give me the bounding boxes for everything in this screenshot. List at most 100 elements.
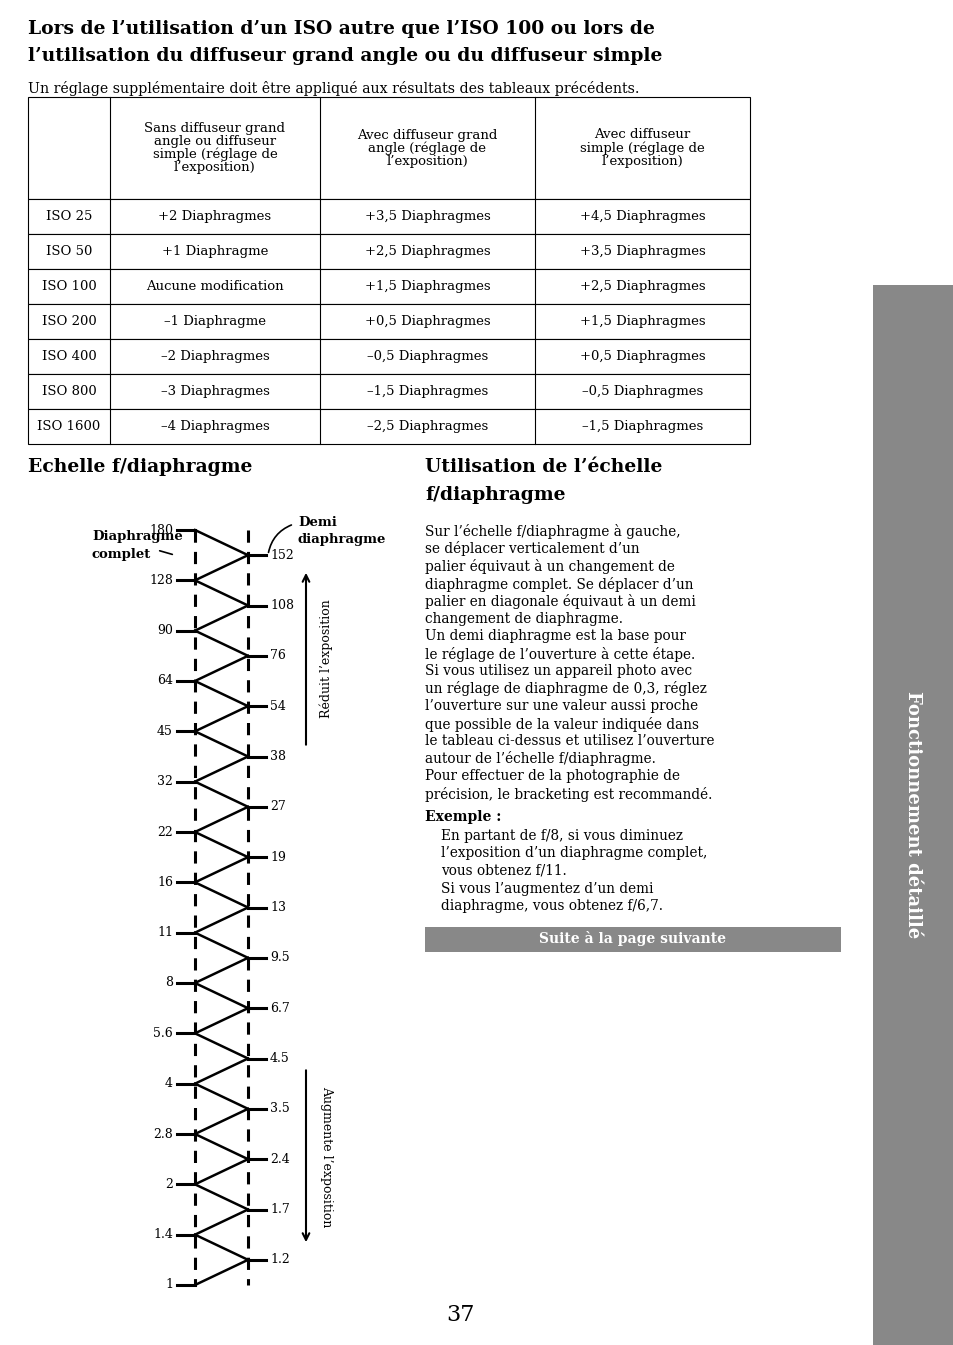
Text: Avec diffuseur: Avec diffuseur: [594, 129, 690, 141]
Bar: [424, 927, 841, 951]
Text: 1.7: 1.7: [270, 1202, 290, 1216]
Text: Sans diffuseur grand: Sans diffuseur grand: [144, 122, 285, 134]
Text: f/diaphragme: f/diaphragme: [424, 486, 565, 504]
Text: le réglage de l’ouverture à cette étape.: le réglage de l’ouverture à cette étape.: [424, 647, 695, 662]
Text: diaphragme, vous obtenez f/6,7.: diaphragme, vous obtenez f/6,7.: [440, 898, 662, 913]
Text: se déplacer verticalement d’un: se déplacer verticalement d’un: [424, 542, 639, 557]
Text: –0,5 Diaphragmes: –0,5 Diaphragmes: [581, 385, 702, 398]
Text: Demi: Demi: [297, 515, 336, 529]
Text: l’exposition): l’exposition): [386, 155, 468, 168]
Text: ISO 25: ISO 25: [46, 210, 92, 223]
Text: le tableau ci-dessus et utilisez l’ouverture: le tableau ci-dessus et utilisez l’ouver…: [424, 734, 714, 748]
Text: 2.8: 2.8: [153, 1127, 172, 1141]
Text: Pour effectuer de la photographie de: Pour effectuer de la photographie de: [424, 769, 679, 783]
Text: 37: 37: [445, 1305, 474, 1326]
Text: 4: 4: [165, 1077, 172, 1091]
Text: 22: 22: [157, 826, 172, 838]
Text: Un demi diaphragme est la base pour: Un demi diaphragme est la base pour: [424, 629, 685, 643]
Text: l’ouverture sur une valeur aussi proche: l’ouverture sur une valeur aussi proche: [424, 699, 698, 713]
Text: diaphragme complet. Se déplacer d’un: diaphragme complet. Se déplacer d’un: [424, 577, 693, 592]
Text: Si vous utilisez un appareil photo avec: Si vous utilisez un appareil photo avec: [424, 664, 691, 678]
Text: 76: 76: [270, 650, 286, 662]
Text: Lors de l’utilisation d’un ISO autre que l’ISO 100 ou lors de: Lors de l’utilisation d’un ISO autre que…: [28, 20, 654, 38]
Text: 16: 16: [157, 876, 172, 889]
Text: 1.4: 1.4: [153, 1228, 172, 1241]
Text: palier équivaut à un changement de: palier équivaut à un changement de: [424, 560, 674, 574]
Text: –2 Diaphragmes: –2 Diaphragmes: [160, 350, 269, 363]
Text: +3,5 Diaphragmes: +3,5 Diaphragmes: [364, 210, 490, 223]
Bar: [28, 234, 749, 269]
Text: 3.5: 3.5: [270, 1103, 290, 1115]
Text: ISO 1600: ISO 1600: [37, 420, 100, 433]
Text: simple (réglage de: simple (réglage de: [579, 141, 704, 155]
Text: +2,5 Diaphragmes: +2,5 Diaphragmes: [579, 280, 704, 293]
Text: 19: 19: [270, 850, 286, 863]
Text: Avec diffuseur grand: Avec diffuseur grand: [357, 129, 497, 141]
Text: l’exposition): l’exposition): [601, 155, 682, 168]
Text: simple (réglage de: simple (réglage de: [152, 148, 277, 161]
Text: –4 Diaphragmes: –4 Diaphragmes: [160, 420, 269, 433]
Text: 13: 13: [270, 901, 286, 915]
Text: Diaphragme: Diaphragme: [91, 530, 183, 543]
Text: +2,5 Diaphragmes: +2,5 Diaphragmes: [364, 245, 490, 258]
Text: angle (réglage de: angle (réglage de: [368, 141, 486, 155]
Text: l’exposition): l’exposition): [174, 161, 255, 174]
Text: 128: 128: [149, 574, 172, 586]
Text: +1,5 Diaphragmes: +1,5 Diaphragmes: [364, 280, 490, 293]
Text: +2 Diaphragmes: +2 Diaphragmes: [158, 210, 272, 223]
Text: complet: complet: [91, 547, 152, 561]
Text: 2: 2: [165, 1178, 172, 1190]
Text: 38: 38: [270, 751, 286, 763]
Text: –3 Diaphragmes: –3 Diaphragmes: [160, 385, 269, 398]
Text: palier en diagonale équivaut à un demi: palier en diagonale équivaut à un demi: [424, 594, 695, 609]
Text: 6.7: 6.7: [270, 1002, 290, 1014]
Text: ISO 100: ISO 100: [42, 280, 96, 293]
Text: –1 Diaphragme: –1 Diaphragme: [164, 315, 266, 328]
Text: Un réglage supplémentaire doit être appliqué aux résultats des tableaux précéden: Un réglage supplémentaire doit être appl…: [28, 81, 639, 95]
Text: 152: 152: [270, 549, 294, 562]
Text: 8: 8: [165, 976, 172, 990]
Text: Si vous l’augmentez d’un demi: Si vous l’augmentez d’un demi: [440, 881, 653, 896]
Text: un réglage de diaphragme de 0,3, réglez: un réglage de diaphragme de 0,3, réglez: [424, 682, 706, 697]
Bar: [28, 339, 749, 374]
Text: –0,5 Diaphragmes: –0,5 Diaphragmes: [367, 350, 488, 363]
Text: 5.6: 5.6: [153, 1026, 172, 1040]
Text: 64: 64: [157, 674, 172, 687]
Text: Réduit l’exposition: Réduit l’exposition: [319, 600, 334, 718]
Text: ISO 50: ISO 50: [46, 245, 92, 258]
Text: ISO 200: ISO 200: [42, 315, 96, 328]
Text: 108: 108: [270, 599, 294, 612]
Text: l’exposition d’un diaphragme complet,: l’exposition d’un diaphragme complet,: [440, 846, 706, 861]
Text: Suite à la page suivante: Suite à la page suivante: [539, 932, 726, 947]
Text: –1,5 Diaphragmes: –1,5 Diaphragmes: [581, 420, 702, 433]
Text: 54: 54: [270, 699, 286, 713]
Text: +1,5 Diaphragmes: +1,5 Diaphragmes: [579, 315, 704, 328]
Bar: [28, 304, 749, 339]
Bar: [28, 199, 749, 234]
Text: autour de l’échelle f/diaphragme.: autour de l’échelle f/diaphragme.: [424, 752, 656, 767]
Text: –1,5 Diaphragmes: –1,5 Diaphragmes: [367, 385, 488, 398]
Text: 4.5: 4.5: [270, 1052, 290, 1065]
Text: ISO 800: ISO 800: [42, 385, 96, 398]
Text: 1.2: 1.2: [270, 1254, 290, 1267]
Text: +0,5 Diaphragmes: +0,5 Diaphragmes: [364, 315, 490, 328]
Text: Sur l’échelle f/diaphragme à gauche,: Sur l’échelle f/diaphragme à gauche,: [424, 525, 679, 539]
Text: 32: 32: [157, 775, 172, 788]
Text: +4,5 Diaphragmes: +4,5 Diaphragmes: [579, 210, 704, 223]
Bar: [872, 285, 953, 1345]
Bar: [28, 269, 749, 304]
Bar: [28, 374, 749, 409]
Text: angle ou diffuseur: angle ou diffuseur: [153, 134, 275, 148]
Text: 27: 27: [270, 800, 286, 814]
Text: Fonctionnement détaillé: Fonctionnement détaillé: [903, 691, 922, 939]
Text: que possible de la valeur indiquée dans: que possible de la valeur indiquée dans: [424, 717, 699, 732]
Text: 9.5: 9.5: [270, 951, 290, 964]
Text: Echelle f/diaphragme: Echelle f/diaphragme: [28, 459, 253, 476]
Text: 1: 1: [165, 1279, 172, 1291]
Text: ISO 400: ISO 400: [42, 350, 96, 363]
Text: En partant de f/8, si vous diminuez: En partant de f/8, si vous diminuez: [440, 829, 682, 843]
Text: –2,5 Diaphragmes: –2,5 Diaphragmes: [367, 420, 488, 433]
Text: l’utilisation du diffuseur grand angle ou du diffuseur simple: l’utilisation du diffuseur grand angle o…: [28, 47, 661, 65]
Text: +1 Diaphragme: +1 Diaphragme: [162, 245, 268, 258]
Text: 11: 11: [157, 927, 172, 939]
